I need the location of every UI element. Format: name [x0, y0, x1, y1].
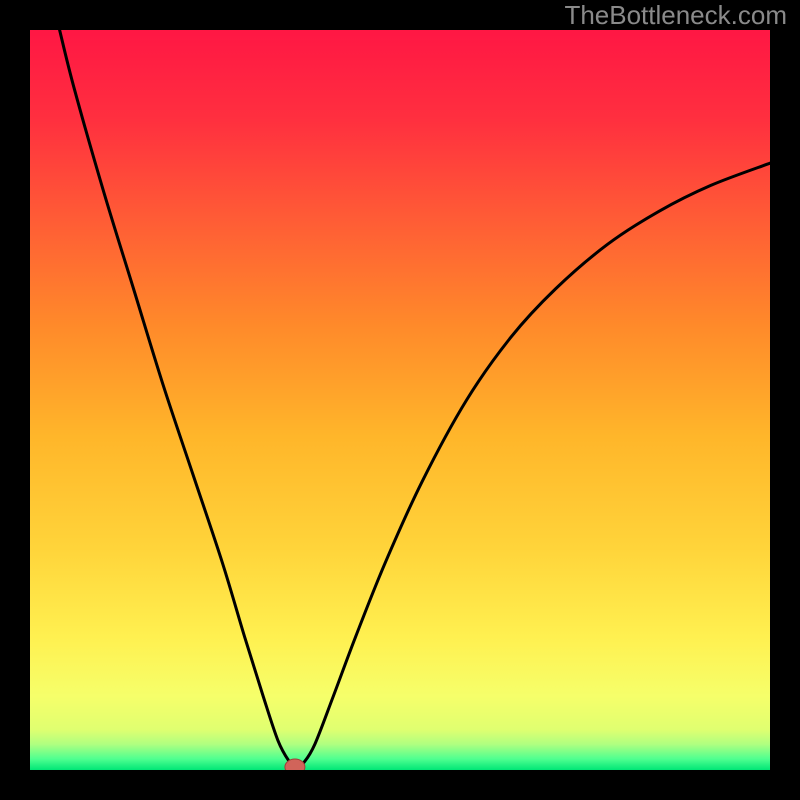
- watermark-label: TheBottleneck.com: [564, 0, 787, 30]
- bottleneck-chart: TheBottleneck.com: [0, 0, 800, 800]
- chart-container: TheBottleneck.com: [0, 0, 800, 800]
- gradient-background: [30, 30, 770, 770]
